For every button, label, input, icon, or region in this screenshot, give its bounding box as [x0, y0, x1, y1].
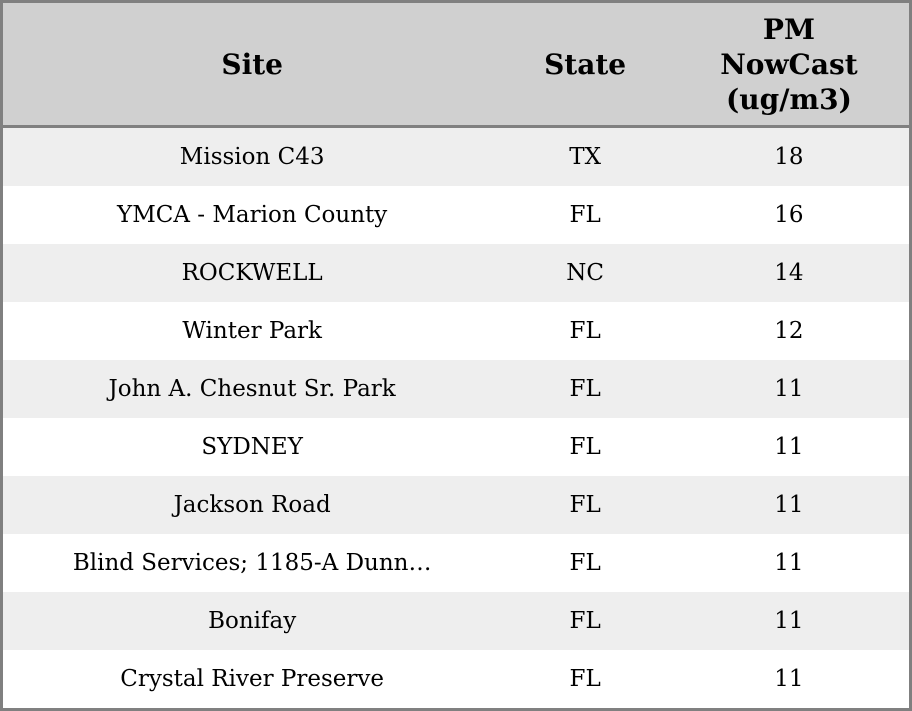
cell-site: Winter Park	[182, 318, 322, 344]
cell-state: FL	[569, 376, 601, 402]
table-row[interactable]: SYDNEY FL 11	[3, 418, 909, 476]
cell-state: FL	[569, 550, 601, 576]
cell-state: FL	[569, 492, 601, 518]
cell-site: YMCA - Marion County	[117, 202, 388, 228]
cell-site: John A. Chesnut Sr. Park	[108, 376, 396, 402]
cell-state: TX	[569, 144, 601, 170]
cell-site: SYDNEY	[201, 434, 303, 460]
cell-pm_nowcast: 11	[774, 434, 804, 460]
cell-pm_nowcast: 11	[774, 492, 804, 518]
table-row[interactable]: YMCA - Marion County FL 16	[3, 186, 909, 244]
cell-pm_nowcast: 11	[774, 608, 804, 634]
cell-pm_nowcast: 11	[774, 550, 804, 576]
table-row[interactable]: Crystal River Preserve FL 11	[3, 650, 909, 708]
cell-pm_nowcast: 11	[774, 666, 804, 692]
cell-state: FL	[569, 202, 601, 228]
column-header-state-label: State	[544, 47, 627, 81]
column-header-pm-nowcast-label: PM NowCast (ug/m3)	[720, 12, 858, 116]
cell-pm_nowcast: 16	[774, 202, 804, 228]
cell-site: Mission C43	[179, 144, 325, 170]
column-header-site[interactable]: Site	[3, 47, 501, 82]
cell-site: Bonifay	[208, 608, 297, 634]
table-row[interactable]: Mission C43 TX 18	[3, 128, 909, 186]
cell-state: FL	[569, 318, 601, 344]
cell-state: FL	[569, 608, 601, 634]
column-header-site-label: Site	[221, 47, 283, 81]
cell-site: Blind Services; 1185-A Dunn…	[72, 550, 432, 576]
cell-pm_nowcast: 12	[774, 318, 804, 344]
table-row[interactable]: Winter Park FL 12	[3, 302, 909, 360]
table-header-row: Site State PM NowCast (ug/m3)	[3, 3, 909, 128]
table-body: Mission C43 TX 18 YMCA - Marion County FL 16 R…	[3, 128, 909, 708]
cell-pm_nowcast: 11	[774, 376, 804, 402]
column-header-state[interactable]: State	[501, 47, 669, 82]
cell-pm_nowcast: 14	[774, 260, 804, 286]
cell-site: Jackson Road	[173, 492, 331, 518]
table-row[interactable]: Jackson Road FL 11	[3, 476, 909, 534]
table-row[interactable]: Blind Services; 1185-A Dunn… FL 11	[3, 534, 909, 592]
table-row[interactable]: John A. Chesnut Sr. Park FL 11	[3, 360, 909, 418]
cell-state: FL	[569, 666, 601, 692]
table-row[interactable]: Bonifay FL 11	[3, 592, 909, 650]
cell-pm_nowcast: 18	[774, 144, 804, 170]
cell-site: ROCKWELL	[181, 260, 323, 286]
cell-site: Crystal River Preserve	[120, 666, 384, 692]
cell-state: FL	[569, 434, 601, 460]
column-header-pm-nowcast[interactable]: PM NowCast (ug/m3)	[669, 12, 909, 117]
cell-state: NC	[566, 260, 604, 286]
table-row[interactable]: ROCKWELL NC 14	[3, 244, 909, 302]
